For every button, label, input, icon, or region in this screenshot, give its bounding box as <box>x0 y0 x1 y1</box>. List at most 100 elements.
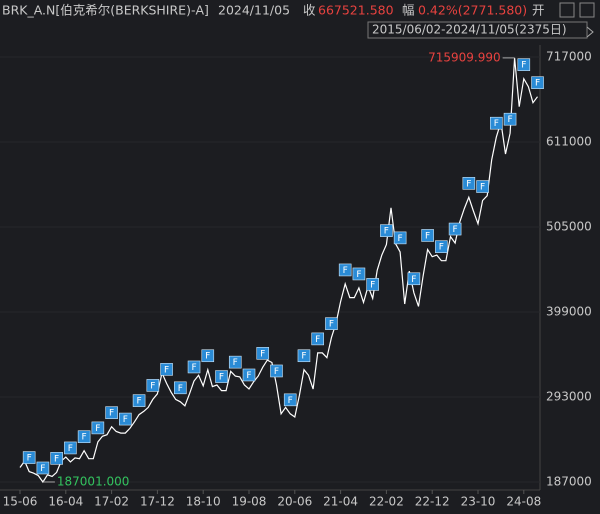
event-marker <box>435 240 448 253</box>
event-label: F <box>343 266 348 276</box>
event-label: F <box>274 367 279 377</box>
y-tick-label: 187000 <box>546 474 592 488</box>
event-marker <box>36 461 50 475</box>
y-tick-label: 399000 <box>546 305 592 319</box>
event-label: F <box>164 365 169 375</box>
event-marker <box>311 332 325 346</box>
event-marker <box>50 452 63 465</box>
event-label: F <box>398 234 403 244</box>
event-marker <box>270 364 283 378</box>
y-tick-label: 505000 <box>546 220 592 234</box>
event-label: F <box>494 119 499 129</box>
y-tick-label: 717000 <box>546 50 592 64</box>
x-tick-label: 15-06 <box>3 495 38 509</box>
event-label: F <box>68 444 73 454</box>
event-label: F <box>370 280 375 290</box>
event-label: F <box>425 231 430 241</box>
event-label: F <box>150 381 155 391</box>
event-label: F <box>136 397 141 407</box>
change-label: 幅 <box>402 3 415 18</box>
event-marker <box>146 379 160 392</box>
event-marker <box>22 451 36 464</box>
event-marker <box>476 180 489 193</box>
event-label: F <box>54 454 59 464</box>
event-label: F <box>480 183 485 193</box>
event-marker <box>242 368 256 382</box>
event-marker <box>297 349 311 363</box>
event-marker <box>228 355 242 369</box>
event-label: F <box>178 384 183 394</box>
icon[interactable] <box>559 2 575 18</box>
event-label: F <box>109 409 114 419</box>
x-tick-label: 19-08 <box>232 495 267 509</box>
event-label: F <box>329 320 334 330</box>
event-label: F <box>384 227 389 237</box>
event-label: F <box>246 371 251 381</box>
event-marker <box>366 278 379 291</box>
event-marker <box>407 272 421 286</box>
range-arrow[interactable] <box>586 26 594 38</box>
event-marker <box>448 222 462 236</box>
event-label: F <box>40 464 45 474</box>
event-label: F <box>82 433 87 443</box>
event-label: F <box>95 424 100 434</box>
event-label: F <box>535 79 540 89</box>
close-value: 667521.580 <box>318 3 394 18</box>
x-tick-label: 22-12 <box>415 495 450 509</box>
event-label: F <box>439 243 444 253</box>
event-label: F <box>411 275 416 285</box>
x-tick-label: 21-04 <box>323 495 358 509</box>
annotation: 187001.000 <box>57 474 130 488</box>
event-label: F <box>123 415 128 425</box>
icon[interactable] <box>579 2 595 18</box>
event-marker <box>64 441 77 455</box>
event-marker <box>119 412 132 426</box>
event-label: F <box>521 61 526 71</box>
x-tick-label: 24-08 <box>506 495 541 509</box>
x-tick-label: 22-02 <box>369 495 404 509</box>
x-tick-label: 16-04 <box>48 495 83 509</box>
x-tick-label: 23-10 <box>461 495 496 509</box>
close-label: 收 <box>303 3 316 18</box>
event-marker <box>256 347 270 360</box>
event-label: F <box>219 373 224 383</box>
event-marker <box>160 363 173 376</box>
event-marker <box>352 267 366 281</box>
event-label: F <box>233 358 238 368</box>
x-tick-label: 17-12 <box>140 495 175 509</box>
event-marker <box>517 58 531 71</box>
event-label: F <box>466 179 471 189</box>
event-marker <box>462 177 476 190</box>
event-marker <box>503 112 517 126</box>
event-marker <box>77 430 91 444</box>
event-label: F <box>191 363 196 373</box>
event-marker <box>531 76 544 89</box>
event-marker <box>187 360 201 374</box>
event-marker <box>215 370 228 383</box>
annotation: 715909.990 <box>428 50 501 64</box>
event-marker <box>283 393 297 407</box>
x-tick-label: 20-06 <box>277 495 312 509</box>
date-range: 2015/06/02-2024/11/05(2375日) <box>372 23 567 37</box>
event-marker <box>338 263 352 277</box>
y-tick-label: 611000 <box>546 135 592 149</box>
event-marker <box>201 349 215 363</box>
event-label: F <box>301 352 306 362</box>
event-label: F <box>453 225 458 235</box>
event-marker <box>91 421 105 435</box>
event-marker <box>380 224 393 237</box>
range-box <box>367 21 588 39</box>
open-label: 开 <box>532 3 545 18</box>
event-label: F <box>288 396 293 406</box>
x-tick-label: 17-02 <box>94 495 129 509</box>
x-tick-label: 18-10 <box>186 495 221 509</box>
event-label: F <box>260 349 265 359</box>
event-marker <box>393 231 407 245</box>
event-label: F <box>356 270 361 280</box>
change-value: 0.42%(2771.580) <box>418 3 527 18</box>
event-label: F <box>315 335 320 345</box>
price-line <box>19 57 538 484</box>
event-marker <box>105 406 118 419</box>
